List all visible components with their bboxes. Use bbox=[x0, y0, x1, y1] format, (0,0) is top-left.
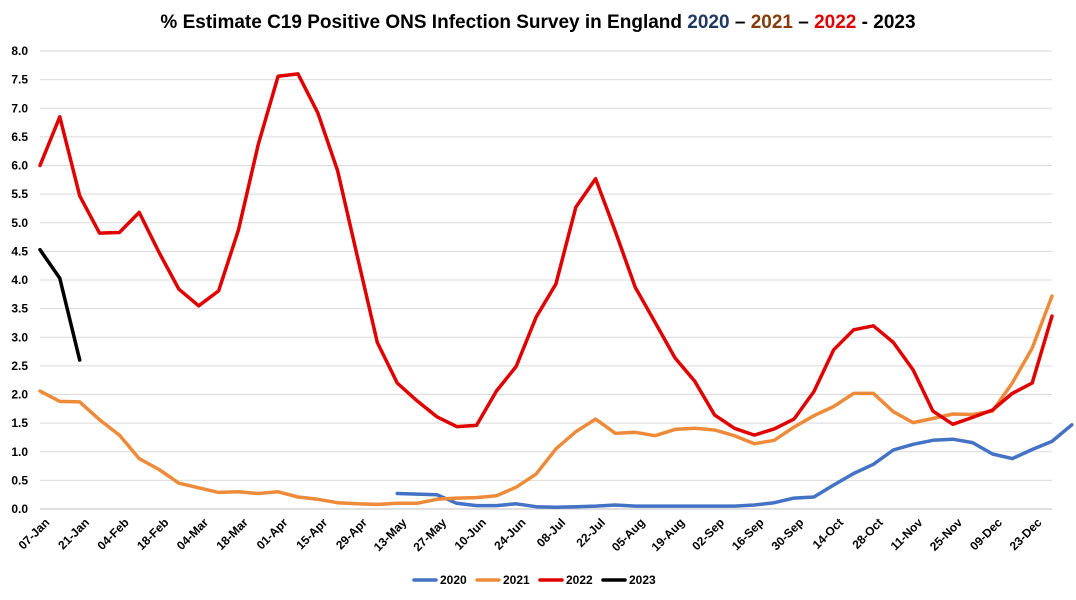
title-part: 2022 bbox=[814, 12, 856, 33]
x-tick-label: 09-Dec bbox=[967, 515, 1005, 553]
title-prefix: % Estimate C19 Positive ONS Infection Su… bbox=[160, 12, 687, 33]
series-line-2020 bbox=[395, 423, 1074, 510]
y-axis-ticks: 0.0 0.5 1.0 1.5 2.0 2.5 3.0 3.5 4.0 4.5 5.0 5.5 6.0 6… bbox=[11, 44, 28, 516]
x-tick-label: 30-Sep bbox=[769, 515, 807, 553]
y-tick-label: 7.5 bbox=[11, 73, 28, 87]
x-tick-label: 04-Mar bbox=[174, 515, 211, 552]
y-tick-label: 4.5 bbox=[11, 244, 28, 258]
grid-layer bbox=[40, 50, 1052, 481]
x-tick-label: 21-Jan bbox=[55, 515, 92, 552]
series-line-2022 bbox=[38, 72, 1054, 437]
series-line-2021 bbox=[38, 294, 1054, 507]
x-tick-label: 02-Sep bbox=[689, 515, 727, 553]
y-tick-label: 2.0 bbox=[11, 388, 28, 402]
y-tick-label: 1.0 bbox=[11, 445, 28, 459]
x-tick-label: 04-Feb bbox=[94, 515, 131, 552]
x-tick-label: 22-Jul bbox=[574, 515, 608, 549]
x-tick-label: 18-Feb bbox=[134, 515, 171, 552]
title-part: 2023 bbox=[873, 12, 915, 33]
legend-label-2023: 2023 bbox=[629, 573, 656, 587]
x-tick-label: 05-Aug bbox=[609, 515, 648, 554]
x-tick-label: 24-Jun bbox=[491, 515, 528, 552]
y-tick-label: 5.5 bbox=[11, 187, 28, 201]
series-line-2023 bbox=[38, 247, 82, 362]
legend-label-2021: 2021 bbox=[503, 573, 530, 587]
series-layer bbox=[38, 72, 1074, 510]
title-part: 2021 bbox=[751, 12, 794, 33]
title-part: 2020 bbox=[687, 12, 729, 33]
x-tick-label: 18-Mar bbox=[214, 515, 251, 552]
x-tick-label: 23-Dec bbox=[1007, 515, 1045, 553]
x-tick-label: 13-May bbox=[371, 515, 410, 554]
x-tick-label: 29-Apr bbox=[333, 515, 370, 552]
x-tick-label: 14-Oct bbox=[810, 515, 846, 551]
legend-label-2022: 2022 bbox=[566, 573, 593, 587]
y-tick-label: 3.0 bbox=[11, 330, 28, 344]
y-tick-label: 0.0 bbox=[11, 502, 28, 516]
title-part: – bbox=[730, 12, 751, 33]
x-tick-label: 07-Jan bbox=[16, 515, 53, 552]
y-tick-label: 4.0 bbox=[11, 273, 28, 287]
x-tick-label: 28-Oct bbox=[849, 515, 885, 551]
x-tick-label: 11-Nov bbox=[888, 515, 926, 553]
y-tick-label: 7.0 bbox=[11, 101, 28, 115]
x-tick-label: 10-Jun bbox=[452, 515, 489, 552]
y-tick-label: 3.5 bbox=[11, 302, 28, 316]
y-tick-label: 5.0 bbox=[11, 216, 28, 230]
x-tick-label: 25-Nov bbox=[927, 515, 965, 553]
title-part: - bbox=[856, 12, 873, 33]
y-tick-label: 8.0 bbox=[11, 44, 28, 58]
legend: 2020 2021 2022 2023 bbox=[412, 573, 656, 587]
y-tick-label: 2.5 bbox=[11, 359, 28, 373]
x-axis-ticks: 07-Jan 21-Jan 04-Feb 18-Feb 04-Mar 18-Mar 01-A… bbox=[16, 515, 1045, 554]
y-tick-label: 6.0 bbox=[11, 159, 28, 173]
x-tick-label: 01-Apr bbox=[254, 515, 291, 552]
y-tick-label: 6.5 bbox=[11, 130, 28, 144]
x-tick-label: 19-Aug bbox=[649, 515, 688, 554]
x-tick-label: 27-May bbox=[411, 515, 450, 554]
chart-title: % Estimate C19 Positive ONS Infection Su… bbox=[160, 12, 915, 33]
x-tick-label: 16-Sep bbox=[729, 515, 767, 553]
title-part: – bbox=[793, 12, 814, 33]
y-tick-label: 1.5 bbox=[11, 416, 28, 430]
legend-label-2020: 2020 bbox=[440, 573, 467, 587]
y-tick-label: 0.5 bbox=[11, 473, 28, 487]
x-tick-label: 15-Apr bbox=[293, 515, 330, 552]
x-tick-label: 08-Jul bbox=[534, 515, 568, 549]
